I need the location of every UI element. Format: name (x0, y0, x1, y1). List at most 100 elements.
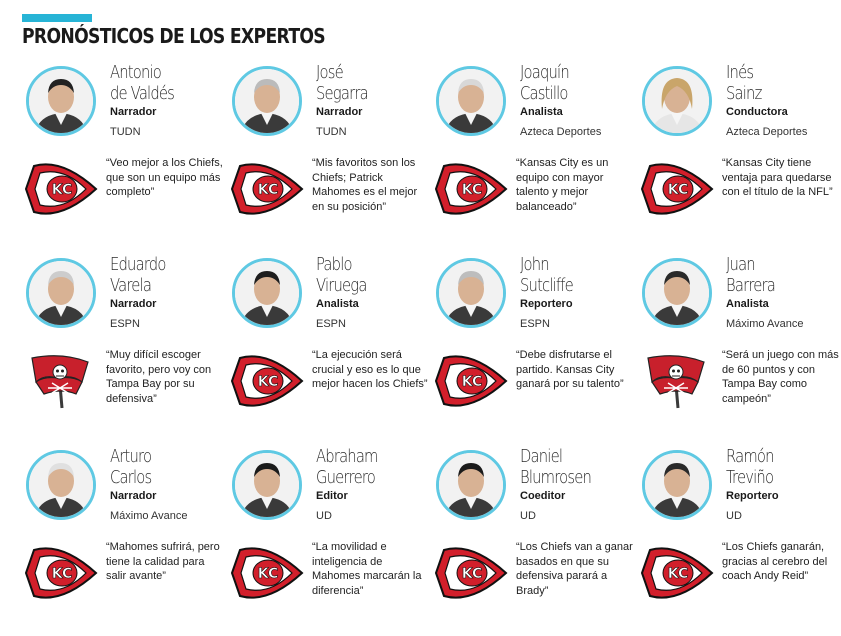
expert-name: Abraham Guerrero (316, 446, 414, 488)
avatar (232, 66, 302, 136)
expert-name-line2: Varela (110, 275, 152, 296)
svg-text:KC: KC (462, 374, 483, 390)
expert-name-line2: Blumrosen (520, 467, 592, 488)
avatar (436, 450, 506, 520)
expert-card-8: Juan Barrera Analista Máximo Avance “Ser… (638, 254, 841, 444)
expert-role: Conductora (726, 106, 788, 118)
avatar (232, 450, 302, 520)
svg-text:KC: KC (462, 566, 483, 582)
avatar (642, 258, 712, 328)
expert-name: Juan Barrera (726, 254, 824, 296)
expert-role: Reportero (520, 298, 573, 310)
chiefs-logo-icon: KC (22, 544, 100, 602)
expert-name-line2: Segarra (316, 83, 369, 104)
expert-role: Narrador (316, 106, 363, 118)
chiefs-logo-icon: KC (228, 160, 306, 218)
chiefs-logo-icon: KC (638, 160, 716, 218)
expert-name-line2: Castillo (520, 83, 568, 104)
expert-role: Narrador (110, 298, 157, 310)
expert-card-1: Antonio de Valdés Narrador TUDN KC “Veo … (22, 62, 227, 252)
chiefs-logo-icon: KC (432, 160, 510, 218)
expert-name-line2: Carlos (110, 467, 152, 488)
expert-card-12: Ramón Treviño Reportero UD KC “Los Chief… (638, 446, 841, 636)
expert-quote: “La movilidad e inteligencia de Mahomes … (312, 541, 422, 597)
expert-name-line1: Abraham (316, 446, 378, 467)
expert-name-line1: José (316, 62, 344, 83)
expert-name-line1: Inés (726, 62, 754, 83)
svg-text:KC: KC (668, 566, 689, 582)
avatar (436, 258, 506, 328)
expert-name-line1: Ramón (726, 446, 774, 467)
expert-role: Coeditor (520, 490, 566, 502)
expert-name: John Sutcliffe (520, 254, 618, 296)
expert-card-11: Daniel Blumrosen Coeditor UD KC “Los Chi… (432, 446, 637, 636)
expert-role: Editor (316, 490, 348, 502)
chiefs-logo-icon: KC (638, 544, 716, 602)
expert-name-line1: Daniel (520, 446, 563, 467)
expert-quote: “Mis favoritos son los Chiefs; Patrick M… (312, 157, 418, 213)
expert-name: Ramón Treviño (726, 446, 824, 488)
avatar (642, 450, 712, 520)
expert-role: Reportero (726, 490, 779, 502)
expert-role: Narrador (110, 106, 157, 118)
expert-name: Joaquín Castillo (520, 62, 618, 104)
expert-quote: “Muy difícil escoger favorito, pero voy … (106, 349, 212, 405)
expert-card-5: Eduardo Varela Narrador ESPN “Muy difíci… (22, 254, 227, 444)
expert-name-line1: Antonio (110, 62, 162, 83)
chiefs-logo-icon: KC (228, 544, 306, 602)
expert-name-line1: John (520, 254, 550, 275)
expert-quote: “Los Chiefs ganarán, gracias al cerebro … (722, 541, 828, 582)
expert-card-2: José Segarra Narrador TUDN KC “Mis favor… (228, 62, 433, 252)
chiefs-logo-icon: KC (228, 352, 306, 410)
expert-name-line2: de Valdés (110, 83, 175, 104)
page-title: PRONÓSTICOS DE LOS EXPERTOS (22, 24, 326, 48)
expert-outlet: Azteca Deportes (520, 126, 602, 138)
expert-role: Analista (726, 298, 769, 310)
expert-name-line1: Pablo (316, 254, 353, 275)
expert-card-9: Arturo Carlos Narrador Máximo Avance KC … (22, 446, 227, 636)
accent-bar (22, 14, 92, 22)
expert-card-7: John Sutcliffe Reportero ESPN KC “Debe d… (432, 254, 637, 444)
expert-card-4: Inés Sainz Conductora Azteca Deportes KC… (638, 62, 841, 252)
expert-name: Antonio de Valdés (110, 62, 208, 104)
expert-outlet: UD (316, 510, 332, 522)
svg-text:KC: KC (258, 374, 279, 390)
expert-name: Eduardo Varela (110, 254, 208, 296)
expert-outlet: ESPN (520, 318, 550, 330)
expert-name-line2: Guerrero (316, 467, 376, 488)
chiefs-logo-icon: KC (22, 160, 100, 218)
chiefs-logo-icon: KC (432, 544, 510, 602)
expert-role: Analista (520, 106, 563, 118)
expert-name-line2: Viruega (316, 275, 367, 296)
avatar (642, 66, 712, 136)
expert-name-line2: Barrera (726, 275, 776, 296)
expert-name: Inés Sainz (726, 62, 824, 104)
expert-card-3: Joaquín Castillo Analista Azteca Deporte… (432, 62, 637, 252)
expert-role: Analista (316, 298, 359, 310)
svg-text:KC: KC (258, 182, 279, 198)
expert-quote: “Kansas City es un equipo con mayor tale… (516, 157, 609, 213)
expert-name-line1: Arturo (110, 446, 152, 467)
svg-text:KC: KC (668, 182, 689, 198)
expert-name-line1: Juan (726, 254, 756, 275)
svg-text:KC: KC (52, 566, 73, 582)
svg-text:KC: KC (258, 566, 279, 582)
expert-name: Pablo Viruega (316, 254, 414, 296)
expert-quote: “Veo mejor a los Chiefs, que son un equi… (106, 157, 223, 198)
avatar (26, 450, 96, 520)
expert-card-10: Abraham Guerrero Editor UD KC “La movili… (228, 446, 433, 636)
avatar (26, 258, 96, 328)
expert-name-line1: Eduardo (110, 254, 166, 275)
expert-outlet: Máximo Avance (726, 318, 804, 330)
svg-text:KC: KC (52, 182, 73, 198)
expert-card-6: Pablo Viruega Analista ESPN KC “La ejecu… (228, 254, 433, 444)
expert-outlet: TUDN (316, 126, 347, 138)
avatar (436, 66, 506, 136)
expert-name-line1: Joaquín (520, 62, 570, 83)
expert-role: Narrador (110, 490, 157, 502)
buccaneers-logo-icon (638, 352, 716, 410)
expert-name: Arturo Carlos (110, 446, 208, 488)
expert-name-line2: Sainz (726, 83, 762, 104)
expert-name: José Segarra (316, 62, 414, 104)
expert-name: Daniel Blumrosen (520, 446, 618, 488)
